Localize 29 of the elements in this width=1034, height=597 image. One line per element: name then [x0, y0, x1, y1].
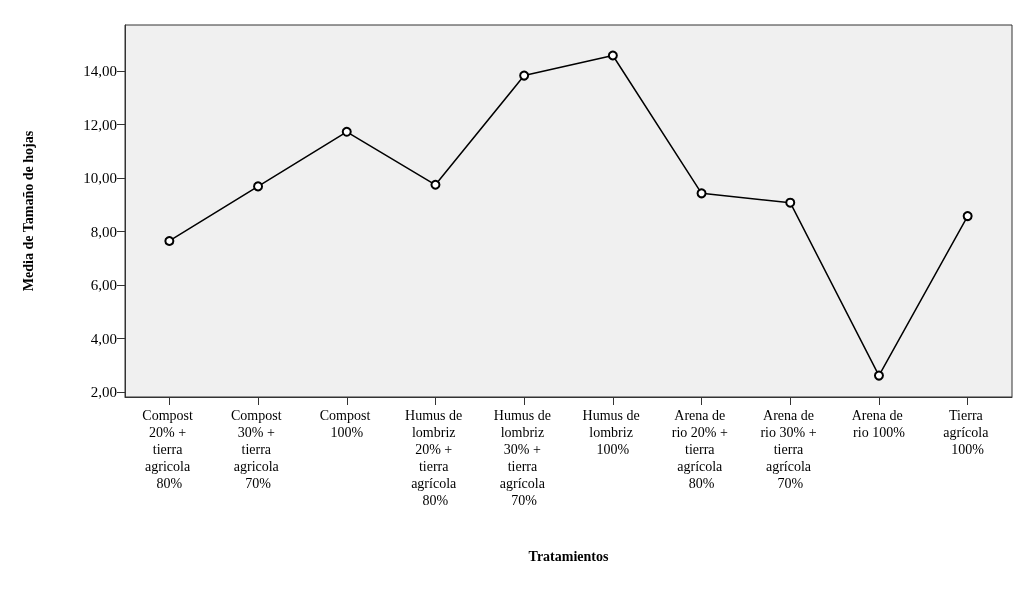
y-tick-label: 2,00: [90, 384, 117, 401]
point: [519, 70, 530, 81]
x-tick-label: Arena de rio 30% + tierra agrícola 70%: [760, 408, 821, 491]
x-tick-label: Compost 20% + tierra agricola 80%: [142, 408, 197, 491]
y-tick-label: 10,00: [83, 170, 117, 187]
point: [962, 211, 973, 222]
y-tick-label: 14,00: [83, 63, 117, 80]
x-tick-label: Compost 30% + tierra agricola 70%: [231, 408, 286, 491]
x-tick-label: Compost 100%: [319, 408, 374, 440]
point: [607, 50, 618, 61]
x-tick-label: Arena de rio 100%: [851, 408, 907, 440]
y-tick-label: 4,00: [90, 330, 117, 347]
x-tick-label: Humus de lombriz 30% + tierra agrícola 70%: [493, 408, 555, 508]
x-tick-label: Arena de rio 20% + tierra agrícola 80%: [671, 408, 732, 491]
y-tick-label: 6,00: [90, 277, 117, 294]
x-axis-title: Tratamientos: [528, 548, 609, 564]
point: [164, 235, 175, 246]
point: [430, 179, 441, 190]
x-tick-label: Tierra agrícola 100%: [943, 408, 992, 457]
point: [873, 370, 884, 381]
point: [696, 188, 707, 199]
y-tick-label: 12,00: [83, 116, 117, 133]
x-tick-label: Humus de lombriz 20% + tierra agrícola 80%: [405, 408, 466, 508]
point: [253, 181, 264, 192]
y-tick-label: 8,00: [90, 223, 117, 240]
point: [341, 126, 352, 137]
x-tick-label: Humus de lombriz 100%: [582, 408, 644, 457]
point: [785, 197, 796, 208]
y-axis-title: Media de Tamaño de hojas: [20, 130, 36, 292]
